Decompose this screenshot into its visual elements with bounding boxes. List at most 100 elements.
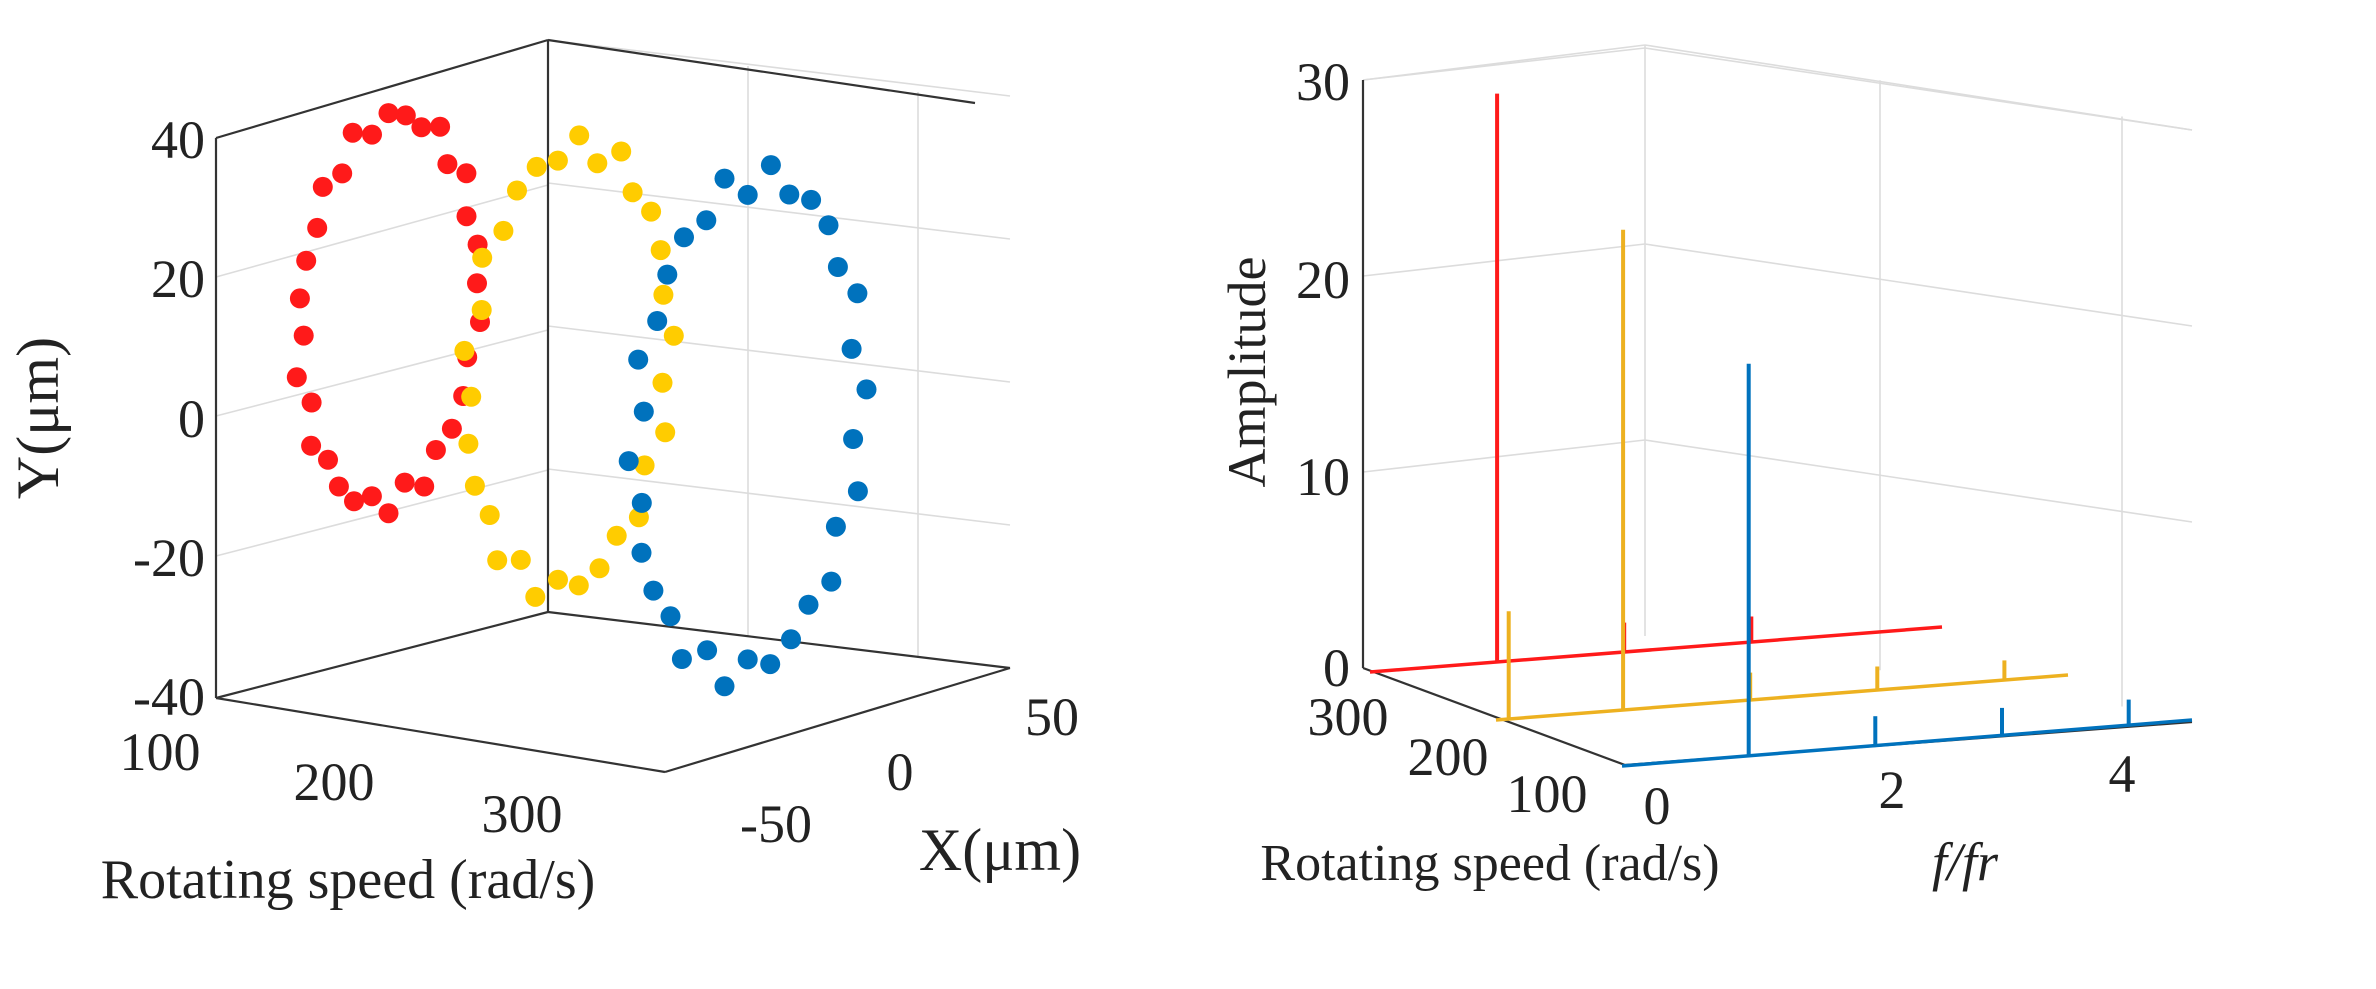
orbit-point [587,153,608,174]
left-x-tick-label: 0 [887,742,914,802]
orbit-point [479,505,500,525]
orbit-point [361,486,382,507]
orbit-point [737,184,758,205]
right-x-axis-label: f/fr [1932,832,1999,892]
orbit-point [653,284,674,305]
orbit-point [342,122,363,143]
orbit-point [487,550,508,571]
orbit-point [547,150,568,171]
orbit-point [411,117,432,138]
orbit-point [301,435,322,456]
orbit-point [525,586,546,607]
left-y-tick-label: 20 [151,249,205,309]
orbit-point [631,492,652,513]
orbit-point [378,503,399,524]
orbit-point [378,103,399,124]
orbit-point [647,311,668,331]
right-y-tick-labels: 300 200 100 [1308,687,1588,824]
orbit-point [660,606,681,627]
orbit-point [493,220,514,241]
right-z-tick-label: 0 [1323,638,1350,698]
left-z-tick-label: 300 [482,784,563,844]
orbit-point [643,580,664,601]
orbit-point [696,210,717,231]
orbit-point [798,594,819,615]
left-z-tick-label: 200 [294,752,375,812]
orbit-point [464,475,485,496]
right-y-tick-label: 300 [1308,687,1389,747]
orbit-point [825,516,846,537]
orbit-point [414,476,435,497]
orbit-point [606,525,627,546]
left-z-tick-labels: 100 200 300 [120,722,563,844]
orbit-point [781,629,801,650]
orbit-point [618,451,639,472]
orbit-point [472,247,493,268]
grid-line [215,329,549,417]
orbit-point [641,201,662,222]
right-grid [1362,44,2193,707]
spectrum-lines [1369,93,2193,768]
grid-line [1362,439,1646,473]
orbit-point [697,640,718,661]
left-x-tick-labels: -50 0 50 [740,687,1079,854]
orbit-point [332,163,353,184]
left-z-axis-label: Rotating speed (rad/s) [101,849,596,911]
orbit-point [456,163,477,184]
right-z-tick-labels: 30 20 10 0 [1296,52,1350,698]
orbit-point [633,401,654,422]
orbit-point [714,676,735,697]
orbit-point [526,156,547,177]
orbit-point [779,184,800,205]
orbit-point [611,141,632,162]
orbit-point [286,367,307,388]
spectrum-baseline [1621,718,2193,768]
orbit-point [471,300,492,320]
orbit-point [714,168,735,189]
orbit-point [307,217,328,238]
spectrum-baseline [1495,673,2069,722]
orbit-point [657,264,678,285]
left-y-tick-label: -20 [133,528,205,588]
orbit-point [344,491,364,512]
left-y-tick-label: 40 [151,110,205,170]
orbit-point [441,418,462,439]
left-y-axis-label: Y(μm) [5,337,71,499]
right-y-tick-label: 100 [1507,764,1588,824]
orbit-point [634,455,655,476]
grid-line [547,325,1011,383]
orbit-point [818,215,839,236]
orbit-point [674,227,694,248]
orbit-scatter-3d-chart: 40 20 0 -20 -40 Y(μm) 100 200 300 Rotati… [5,38,1081,911]
right-z-tick-label: 10 [1296,447,1350,507]
orbit-point [394,472,415,493]
orbit-point [437,154,458,175]
orbit-point [458,433,479,454]
orbit-point [650,240,671,261]
right-x-tick-label: 0 [1644,776,1671,836]
orbit-point [760,654,781,675]
orbit-point [622,182,643,203]
right-x-tick-labels: 0 2 4 [1644,744,2136,836]
orbit-point [569,125,590,146]
left-x-axis-label: X(μm) [919,817,1081,883]
right-x-tick-label: 2 [1879,760,1906,820]
spectrum-baseline [1369,625,1943,674]
right-z-tick-label: 20 [1296,250,1350,310]
orbit-point [548,569,568,590]
orbit-point [568,575,589,596]
orbit-point [454,340,475,361]
orbit-point [430,116,451,137]
orbit-point [289,288,310,309]
orbit-point [467,273,487,294]
orbit-point [671,649,692,669]
orbit-point [827,257,848,277]
right-z-axis-label: Amplitude [1217,257,1277,488]
orbit-points [286,103,877,697]
orbit-point [801,189,822,210]
grid-line [1362,44,1646,81]
left-x-tick-label: -50 [740,794,812,854]
left-grid [215,39,1011,658]
grid-line [547,39,1011,97]
orbit-point [362,124,382,145]
